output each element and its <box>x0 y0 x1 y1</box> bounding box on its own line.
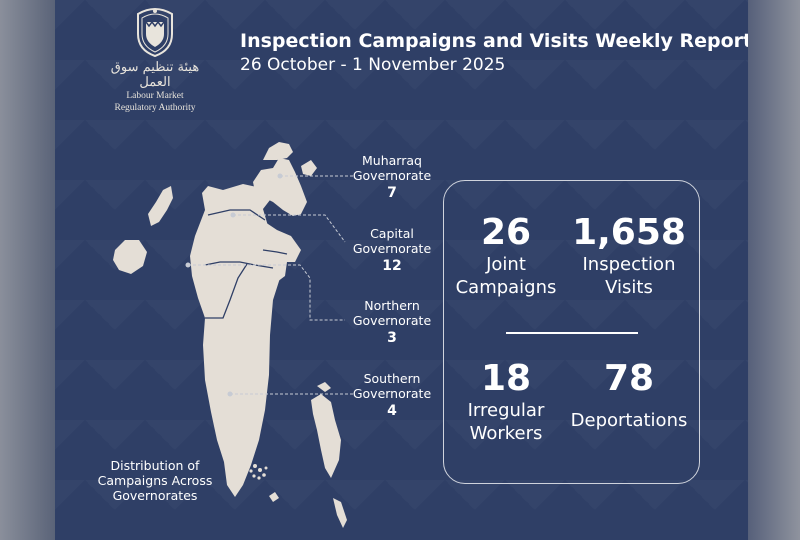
stat-label-line1: Deportations <box>570 410 688 431</box>
southern-marker <box>227 391 233 397</box>
map-caption: Distribution of Campaigns Across Governo… <box>95 458 215 503</box>
governorate-count: 3 <box>387 330 397 346</box>
governorate-suffix: Governorate <box>352 386 432 401</box>
stat-joint-campaigns: 26 Joint Campaigns <box>446 213 566 299</box>
capital-leader-line <box>233 214 346 243</box>
governorate-label-southern: Southern Governorate 4 <box>337 371 447 419</box>
logo-arabic-text: هيئة تنظيم سوق العمل <box>110 60 200 90</box>
governorate-label-northern: Northern Governorate 3 <box>337 298 447 346</box>
muharraq-island-shape <box>253 158 307 216</box>
western-coast-shape <box>148 186 173 226</box>
stat-label-line2: Visits <box>605 277 653 298</box>
southern-reef-dots <box>249 464 268 480</box>
northern-leader-line <box>188 264 345 321</box>
stat-label-line2: Campaigns <box>455 277 557 298</box>
governorate-name: Southern <box>363 371 421 386</box>
stat-inspection-visits: 1,658 Inspection Visits <box>564 213 694 299</box>
governorate-name: Capital <box>370 226 414 241</box>
governorate-suffix: Governorate <box>352 313 432 328</box>
governorate-count: 12 <box>382 258 402 274</box>
bahrain-map <box>113 142 355 528</box>
governorate-label-capital: Capital Governorate 12 <box>337 226 447 274</box>
stat-value: 78 <box>603 358 655 399</box>
governorate-name: Muharraq <box>362 153 422 168</box>
hawar-islands-shape <box>311 394 341 478</box>
umm-nasan-island-shape <box>113 240 147 274</box>
logo-english-line2: Regulatory Authority <box>114 103 196 113</box>
map-caption-line2: Campaigns Across <box>97 473 213 488</box>
map-caption-line1: Distribution of <box>110 458 200 473</box>
stat-label-line2: Workers <box>469 423 543 444</box>
map-caption-line3: Governorates <box>112 488 198 503</box>
stat-label-line1: Joint <box>486 254 526 275</box>
lmra-logo: هيئة تنظيم سوق العمل Labour Market Regul… <box>95 6 215 114</box>
stat-value: 26 <box>480 212 532 253</box>
stat-label-line1: Inspection <box>582 254 676 275</box>
governorate-count: 7 <box>387 185 397 201</box>
governorate-name: Northern <box>364 298 420 313</box>
muharraq-north-shape <box>263 142 293 160</box>
northern-marker <box>185 262 191 268</box>
governorate-label-muharraq: Muharraq Governorate 7 <box>337 153 447 201</box>
governorate-suffix: Governorate <box>352 168 432 183</box>
governorate-suffix: Governorate <box>352 241 432 256</box>
photo-edge-right <box>748 0 800 540</box>
stat-label-line1: Irregular <box>467 400 545 421</box>
crest-icon <box>137 8 173 58</box>
stat-irregular-workers: 18 Irregular Workers <box>446 359 566 445</box>
stats-panel: 26 Joint Campaigns 1,658 Inspection Visi… <box>443 180 700 484</box>
report-card: هيئة تنظيم سوق العمل Labour Market Regul… <box>55 0 748 540</box>
governorate-count: 4 <box>387 403 397 419</box>
amwaj-islands-shape <box>301 160 317 176</box>
stat-value: 18 <box>480 358 532 399</box>
report-title: Inspection Campaigns and Visits Weekly R… <box>240 30 748 52</box>
main-island-shape <box>190 184 287 497</box>
capital-area-shape <box>233 210 301 262</box>
stat-value: 1,658 <box>572 212 686 253</box>
capital-marker <box>230 212 236 218</box>
muharraq-marker <box>277 173 283 179</box>
photo-edge-left <box>0 0 55 540</box>
logo-english-line1: Labour Market <box>126 91 184 101</box>
stat-deportations: 78 Deportations <box>562 359 696 432</box>
stats-divider <box>506 332 638 334</box>
report-date-range: 26 October - 1 November 2025 <box>240 55 506 75</box>
sitra-island-shape <box>271 258 287 282</box>
